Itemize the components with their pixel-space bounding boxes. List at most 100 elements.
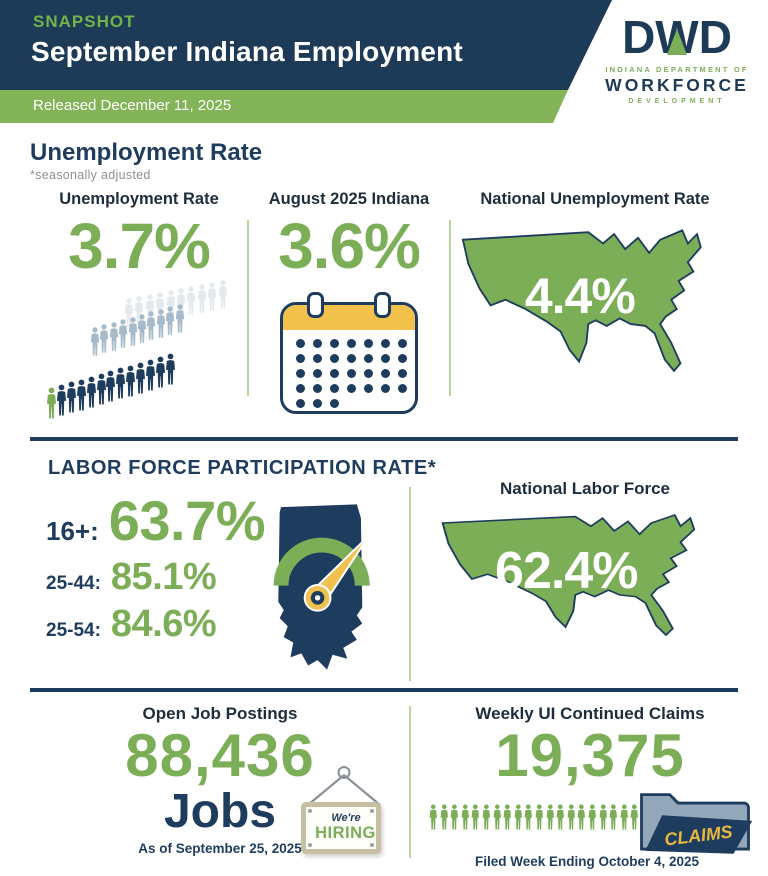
calendar-dot <box>398 369 407 378</box>
section-divider-rule <box>30 437 738 441</box>
person-icon <box>493 804 501 830</box>
national-labor-force-value: 62.4% <box>495 541 638 600</box>
person-icon <box>503 804 512 830</box>
calendar-dot <box>398 384 407 393</box>
column-divider <box>409 487 411 681</box>
unemployment-columns: Unemployment Rate 3.7% August 2025 India… <box>30 190 738 435</box>
person-icon <box>556 804 565 830</box>
calendar-dot <box>347 384 356 393</box>
jobs-as-of-label: As of September 25, 2025 <box>138 841 302 856</box>
calendar-dot <box>313 354 322 363</box>
calendar-dot <box>347 339 356 348</box>
calendar-ring-icon <box>307 292 324 318</box>
screw-icon <box>370 809 374 813</box>
person-icon <box>620 804 628 830</box>
national-unemployment-value: 4.4% <box>524 267 636 324</box>
calendar-dot <box>364 369 373 378</box>
calendar-ring-icon <box>374 292 391 318</box>
open-job-postings-card: Open Job Postings 88,436 Jobs As of Sept… <box>30 704 410 856</box>
calendar-dot <box>364 339 373 348</box>
screw-icon <box>308 809 312 813</box>
person-icon <box>482 804 490 830</box>
job-postings-label: Open Job Postings <box>142 704 298 723</box>
ui-claims-card: Weekly UI Continued Claims 19,375 CLAIMS… <box>412 704 768 869</box>
stat-row-25-54: 25-54: 84.6% <box>46 605 265 643</box>
calendar-dot <box>347 354 356 363</box>
header-navy-band <box>0 0 612 90</box>
person-icon <box>535 804 543 830</box>
person-icon <box>440 804 448 830</box>
national-labor-force-card: National Labor Force 62.4% <box>428 479 742 659</box>
release-date-label: Released December 11, 2025 <box>33 97 232 114</box>
dwd-triangle-icon <box>666 29 687 55</box>
logo-workforce-line: WORKFORCE <box>605 74 749 95</box>
stat-row-25-44: 25-44: 85.1% <box>46 558 265 596</box>
calendar-dots <box>283 330 415 411</box>
calendar-dot <box>296 354 305 363</box>
calendar-dot <box>381 339 390 348</box>
release-bar <box>0 90 568 123</box>
person-icon <box>175 303 184 333</box>
calendar-dot <box>313 384 322 393</box>
sign-board: We're HIRING <box>301 802 381 854</box>
person-icon <box>567 804 575 830</box>
state-unemployment-label: Unemployment Rate <box>59 190 219 208</box>
were-hiring-sign-icon: We're HIRING <box>298 766 390 862</box>
calendar-dot <box>381 369 390 378</box>
section-divider-rule <box>30 688 738 692</box>
claims-people-row <box>428 802 650 832</box>
calendar-icon <box>280 292 418 414</box>
column-divider <box>409 706 411 858</box>
calendar-dot <box>330 399 339 408</box>
unemployment-section-title: Unemployment Rate <box>30 139 263 166</box>
calendar-dot <box>313 399 322 408</box>
calendar-dot <box>330 354 339 363</box>
claims-as-of-label: Filed Week Ending October 4, 2025 <box>474 854 700 869</box>
dwd-acronym: DWD <box>622 12 732 63</box>
calendar-dot <box>313 369 322 378</box>
calendar-dot <box>381 354 390 363</box>
logo-development-line: DEVELOPMENT <box>628 97 726 105</box>
us-map-unemployment: 4.4% <box>450 221 745 399</box>
prior-month-card: August 2025 Indiana 3.6% <box>248 190 450 414</box>
calendar-dot <box>296 384 305 393</box>
national-unemployment-card: National Unemployment Rate 4.4% <box>450 190 740 399</box>
person-icon <box>599 804 607 830</box>
sign-ring-icon <box>337 766 351 779</box>
jobs-unit-label: Jobs <box>163 785 277 838</box>
person-icon <box>429 804 438 830</box>
calendar-dot <box>347 369 356 378</box>
sign-line2: HIRING <box>315 824 376 842</box>
labor-force-title: LABOR FORCE PARTICIPATION RATE* <box>48 457 437 479</box>
claims-value: 19,375 <box>495 722 685 789</box>
person-icon <box>577 804 586 830</box>
screw-icon <box>308 843 312 847</box>
sign-strings-icon <box>307 774 381 806</box>
dwd-logo: DWD INDIANA DEPARTMENT OF WORKFORCE DEVE… <box>594 12 760 105</box>
person-icon <box>524 804 533 830</box>
person-icon <box>218 280 227 309</box>
seasonally-adjusted-note: *seasonally adjusted <box>30 168 151 182</box>
claims-label: Weekly UI Continued Claims <box>475 704 705 723</box>
stat-value: 85.1% <box>110 556 217 598</box>
calendar-dot <box>364 354 373 363</box>
column-divider <box>247 220 249 396</box>
unemployment-section: Unemployment Rate *seasonally adjusted U… <box>0 123 768 437</box>
person-icon <box>588 804 596 830</box>
calendar-dot <box>296 369 305 378</box>
labor-force-section: LABOR FORCE PARTICIPATION RATE* 16+: 63.… <box>0 441 768 688</box>
indiana-state-icon <box>273 504 371 670</box>
person-icon <box>450 804 459 830</box>
person-icon <box>514 804 522 830</box>
stat-value: 84.6% <box>110 603 217 645</box>
national-unemployment-label: National Unemployment Rate <box>480 190 710 208</box>
national-labor-force-label: National Labor Force <box>499 479 671 498</box>
person-icon <box>461 804 469 830</box>
header: SNAPSHOT September Indiana Employment Re… <box>0 0 768 123</box>
calendar-dot <box>296 399 305 408</box>
calendar-dot <box>330 369 339 378</box>
gauge-arc-icon <box>273 537 370 586</box>
person-icon <box>609 804 618 830</box>
header-eyebrow: SNAPSHOT <box>33 12 136 31</box>
